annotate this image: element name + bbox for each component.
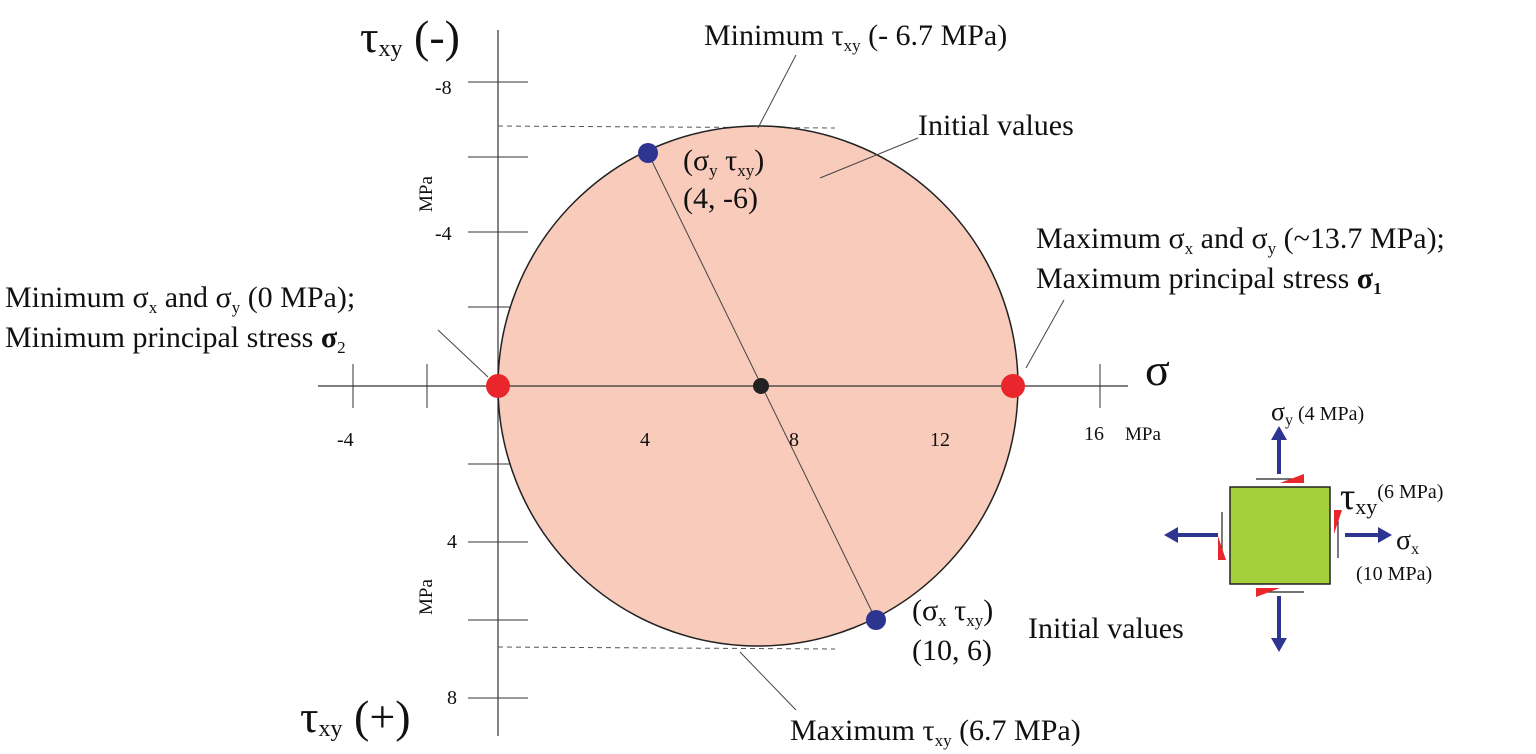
sigma-max-point — [1001, 374, 1025, 398]
tau-tick-label: 8 — [447, 687, 457, 709]
sigma-tick-label: 16 — [1084, 423, 1104, 445]
initial-values-bottom-label: Initial values — [1028, 612, 1184, 645]
leader-lines — [437, 54, 1065, 711]
sigma-tick-label: -4 — [337, 429, 354, 451]
point-top-label: (σy τxy) — [683, 144, 764, 180]
stress-element: σy (4 MPa) τxy(6 MPa) σx (10 MPa) — [1164, 397, 1443, 652]
sigma-min-point — [486, 374, 510, 398]
point-top-coords: (4, -6) — [683, 182, 758, 215]
shear-stress-marks — [1218, 474, 1342, 597]
max-tau-annotation: Maximum τxy (6.7 MPa) — [790, 714, 1081, 750]
max-sigma-annotation-line2: Maximum principal stress σ1 — [1036, 262, 1382, 298]
circle-center-point — [753, 378, 769, 394]
tau-axis-bottom-label: τxy (+) — [300, 691, 411, 742]
max-tau-dashed-line-bottom — [497, 646, 836, 650]
stress-sigma-x-label: σx — [1396, 525, 1419, 558]
sigma-tick-label: 4 — [640, 429, 650, 451]
tau-unit-label-upper: MPa — [416, 176, 437, 212]
min-sigma-annotation-line1: Minimum σx and σy (0 MPa); — [5, 281, 355, 317]
point-bottom-coords: (10, 6) — [912, 634, 992, 667]
tau-axis-top-label: τxy (-) — [360, 11, 460, 62]
sigma-tick-label: 12 — [930, 429, 950, 451]
sigma-tick-label: 8 — [789, 429, 799, 451]
sigma-x-tau-xy-point — [866, 610, 886, 630]
max-sigma-annotation-line1: Maximum σx and σy (~13.7 MPa); — [1036, 222, 1445, 258]
tau-tick-marks — [468, 81, 528, 699]
sigma-y-tau-xy-point — [638, 143, 658, 163]
tau-tick-label: -8 — [435, 77, 452, 99]
tau-tick-label: -4 — [435, 223, 452, 245]
min-sigma-annotation-line2: Minimum principal stress σ2 — [5, 321, 346, 357]
sigma-unit-label: MPa — [1125, 424, 1161, 445]
normal-stress-arrows — [1164, 426, 1392, 652]
sigma-axis-label: σ — [1145, 344, 1170, 395]
tau-tick-label: 4 — [447, 531, 457, 553]
min-tau-annotation: Minimum τxy (- 6.7 MPa) — [704, 19, 1007, 55]
tau-unit-label-lower: MPa — [416, 579, 437, 615]
stress-sigma-x-value: (10 MPa) — [1356, 563, 1432, 585]
stress-sigma-y-label: σy (4 MPa) — [1271, 397, 1364, 429]
point-bottom-label: (σx τxy) — [912, 594, 993, 630]
stress-tau-xy-label: τxy(6 MPa) — [1340, 476, 1443, 519]
stress-element-box — [1229, 486, 1331, 585]
initial-values-top-label: Initial values — [918, 109, 1074, 142]
